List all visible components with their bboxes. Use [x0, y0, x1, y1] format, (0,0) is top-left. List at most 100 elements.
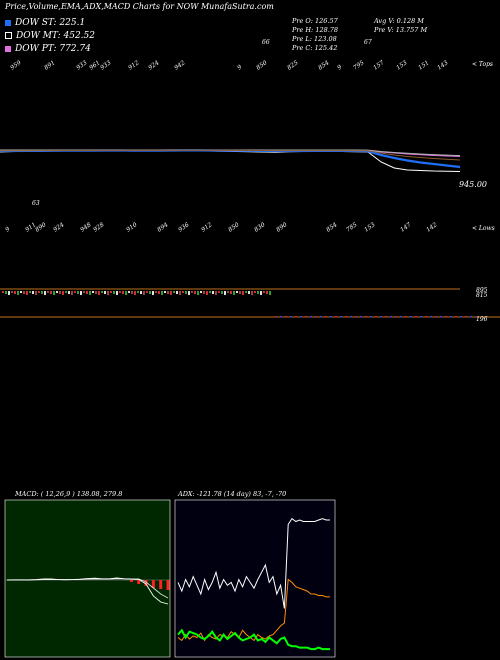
top-tick-label: 933: [75, 59, 89, 71]
volume-bar: [158, 291, 160, 294]
low-tick-label: 924: [52, 221, 66, 233]
low-tick-label: 910: [125, 221, 139, 233]
volume-bar: [197, 291, 199, 295]
volume-bar: [77, 291, 79, 294]
volume-bar: [375, 316, 377, 318]
legend-dow-mt: DOW MT: 452.52: [5, 31, 95, 41]
low-tick-label: 785: [345, 221, 359, 233]
low-tick-label: 948: [79, 221, 93, 233]
volume-bar: [119, 291, 121, 293]
stat-prev-close: Pre C: 125.42: [292, 44, 338, 52]
top-tick-label: 9: [236, 64, 243, 72]
volume-bar: [263, 291, 265, 293]
volume-bar: [164, 291, 166, 293]
volume-bar: [212, 291, 214, 294]
volume-bar: [71, 291, 73, 295]
volume-bar: [470, 316, 472, 318]
volume-bar: [251, 291, 253, 295]
stat-prev-open: Pre O: 126.57: [292, 17, 338, 25]
volume-bar: [420, 316, 422, 318]
volume-bar: [53, 291, 55, 295]
adx-title: ADX: -121.78 (14 day) 83, -7, -70: [178, 490, 287, 498]
volume-bar: [330, 316, 332, 318]
volume-bar: [300, 316, 302, 318]
volume-bar: [44, 291, 46, 295]
volume-bar: [430, 316, 432, 318]
volume-bar: [365, 316, 367, 318]
top-tick-label: 959: [9, 59, 23, 71]
volume-bar: [410, 316, 412, 318]
volume-bar: [35, 291, 37, 295]
volume-bar: [56, 291, 58, 293]
volume-bar: [221, 291, 223, 294]
volume-bar: [370, 316, 372, 318]
volume-bar: [200, 291, 202, 293]
low-tick-label: 854: [325, 221, 339, 233]
top-tick-label: 933: [99, 59, 113, 71]
volume-bar: [47, 291, 49, 293]
volume-bar: [26, 291, 28, 295]
volume-bar: [143, 291, 145, 295]
volume-bar: [248, 291, 250, 294]
volume-bar: [101, 291, 103, 293]
volume-bar: [185, 291, 187, 294]
volume-bar: [285, 316, 287, 318]
stat-prev-volume: Pre V: 13.757 M: [374, 26, 428, 34]
volume-bar: [62, 291, 64, 295]
volume-bar: [116, 291, 118, 295]
low-tick-label: 850: [227, 221, 241, 233]
volume-bar: [128, 291, 130, 293]
low-tick-label: 9: [4, 226, 11, 234]
top-tick-label: 151: [417, 59, 430, 71]
volume-bar: [38, 291, 40, 293]
macd-line: [6, 577, 169, 605]
volume-bar: [92, 291, 94, 293]
volume-bar: [110, 291, 112, 293]
volume-bar: [445, 316, 447, 318]
volume-bar: [59, 291, 61, 294]
volume-bar: [390, 316, 392, 318]
volume-bar: [335, 316, 337, 318]
volume-bar: [23, 291, 25, 294]
legend-dow-st: DOW ST: 225.1: [5, 18, 85, 28]
macd-hist-bar: [137, 580, 141, 584]
volume-label: 895: [476, 287, 488, 294]
volume-bar: [176, 291, 178, 294]
volume-bar: [325, 316, 327, 318]
volume-bar: [320, 316, 322, 318]
volume-label: 196: [476, 316, 488, 323]
volume-bar: [340, 316, 342, 318]
macd-title: MACD: ( 12,26,9 ) 138.08, 279.8: [15, 490, 123, 498]
volume-bar: [440, 316, 442, 318]
volume-bar: [83, 291, 85, 293]
volume-bar: [385, 316, 387, 318]
low-tick-label: 890: [275, 221, 289, 233]
volume-bar: [236, 291, 238, 293]
volume-bar: [89, 291, 91, 295]
top-tick-label: 850: [255, 59, 269, 71]
low-tick-label: 147: [399, 221, 413, 233]
volume-bar: [20, 291, 22, 293]
volume-bar: [260, 291, 262, 295]
volume-bar: [245, 291, 247, 293]
volume-bar: [104, 291, 106, 294]
low-tick-label: 153: [363, 221, 377, 233]
volume-bar: [230, 291, 232, 294]
volume-bar: [275, 316, 277, 318]
volume-bar: [5, 291, 7, 294]
low-axis-note: < Lows: [472, 225, 495, 232]
volume-bar: [155, 291, 157, 293]
chart-title: Price,Volume,EMA,ADX,MACD Charts for NOW…: [5, 2, 274, 11]
adx-panel-bg: [174, 499, 336, 658]
volume-bar: [400, 316, 402, 318]
top-tick-label: 825: [286, 59, 300, 71]
volume-bar: [239, 291, 241, 294]
volume-bar: [146, 291, 148, 293]
volume-bar: [41, 291, 43, 294]
volume-bar: [149, 291, 151, 294]
volume-bar: [355, 316, 357, 318]
top-tick-label: 942: [173, 59, 187, 71]
volume-bar: [242, 291, 244, 295]
volume-bar: [395, 316, 397, 318]
